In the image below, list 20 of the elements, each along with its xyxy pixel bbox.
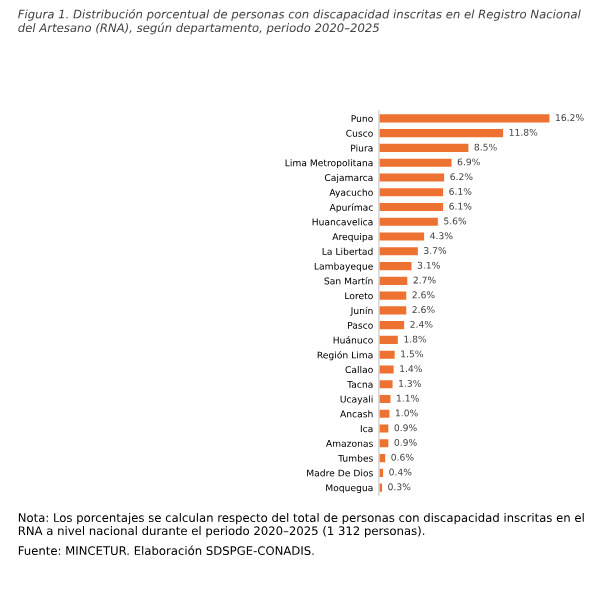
bar: [378, 380, 393, 389]
bar: [378, 291, 407, 300]
bar: [378, 217, 438, 226]
bar: [378, 143, 469, 152]
bar: [378, 335, 398, 344]
bar: [378, 129, 504, 138]
bar: [378, 276, 408, 285]
bar: [378, 262, 412, 271]
bar: [378, 306, 407, 315]
bar: [378, 202, 444, 212]
bar: [378, 247, 418, 256]
bar: [378, 321, 405, 330]
bar: [378, 424, 389, 433]
bar: [378, 114, 550, 123]
bar: [378, 365, 394, 374]
bar: [378, 188, 444, 197]
bar: [378, 158, 452, 167]
bar: [378, 232, 425, 241]
bar: [378, 350, 395, 359]
bar: [378, 173, 445, 182]
